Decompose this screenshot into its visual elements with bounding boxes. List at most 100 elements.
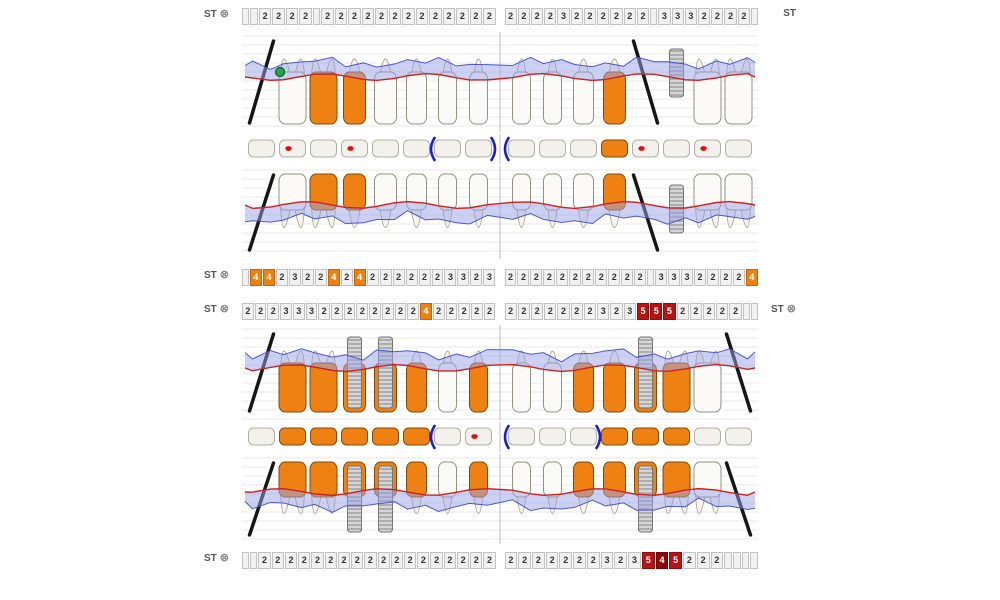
probing-depth-cell[interactable]: 4 [327, 268, 340, 286]
st-settings-icon[interactable]: ⊗ [786, 303, 796, 315]
occlusal-28[interactable] [725, 139, 752, 158]
probing-depth-cell[interactable]: 3 [671, 7, 684, 25]
probing-depth-cell[interactable]: 2 [377, 551, 390, 569]
probing-depth-cell[interactable]: 4 [249, 268, 262, 286]
probing-depth-cell[interactable]: 2 [557, 302, 570, 320]
probing-depth-cell[interactable]: 2 [559, 551, 573, 569]
occlusal-22[interactable] [539, 139, 566, 158]
probing-depth-cell[interactable]: 2 [732, 268, 745, 286]
probing-depth-cell[interactable]: 2 [556, 268, 569, 286]
probing-depth-cell[interactable]: 2 [340, 268, 353, 286]
probing-depth-cell[interactable]: 2 [343, 302, 356, 320]
probing-depth-cell[interactable]: 2 [569, 268, 582, 286]
probing-depth-cell[interactable] [242, 7, 250, 25]
probing-depth-cell[interactable]: 2 [469, 7, 483, 25]
probing-depth-cell[interactable]: 2 [337, 551, 351, 569]
probing-depth-cell[interactable]: 2 [530, 7, 544, 25]
probing-depth-cell[interactable]: 2 [724, 7, 737, 25]
probing-depth-cell[interactable]: 2 [258, 7, 272, 25]
probing-depth-cell[interactable]: 2 [517, 268, 530, 286]
tooth-21[interactable] [512, 173, 531, 228]
probing-depth-cell[interactable]: 2 [711, 7, 724, 25]
tooth-44[interactable] [374, 336, 397, 413]
occlusal-41[interactable] [465, 427, 492, 446]
probing-depth-cell[interactable]: 2 [683, 551, 696, 569]
probing-depth-cell[interactable]: 2 [301, 268, 314, 286]
probing-depth-cell[interactable]: 2 [272, 7, 285, 25]
probing-depth-cell[interactable]: 2 [361, 7, 375, 25]
probing-depth-cell[interactable]: 2 [504, 7, 517, 25]
occlusal-16[interactable] [310, 139, 337, 158]
probing-depth-cell[interactable]: 2 [694, 268, 706, 286]
occlusal-48[interactable] [248, 427, 275, 446]
probing-depth-cell[interactable]: 3 [483, 268, 496, 286]
occlusal-23[interactable] [570, 139, 597, 158]
probing-depth-cell[interactable]: 2 [608, 268, 621, 286]
probing-depth-cell[interactable]: 3 [280, 302, 292, 320]
probing-depth-cell[interactable]: 2 [242, 302, 254, 320]
probing-depth-cell[interactable]: 2 [271, 551, 284, 569]
probing-depth-cell[interactable] [647, 268, 655, 286]
probing-depth-cell[interactable]: 5 [669, 551, 683, 569]
probing-depth-cell[interactable]: 2 [299, 7, 312, 25]
furcation-marker[interactable] [274, 66, 286, 78]
occlusal-38[interactable] [725, 427, 752, 446]
probing-depth-cell[interactable]: 2 [483, 551, 496, 569]
probing-depth-cell[interactable]: 2 [583, 7, 597, 25]
probing-depth-cell[interactable]: 2 [356, 302, 369, 320]
probing-depth-cell[interactable] [742, 302, 750, 320]
probing-depth-cell[interactable]: 2 [324, 551, 337, 569]
probing-depth-cell[interactable]: 2 [729, 302, 742, 320]
probing-depth-cell[interactable]: 2 [334, 7, 348, 25]
probing-depth-cell[interactable]: 2 [390, 551, 404, 569]
occlusal-34[interactable] [601, 427, 628, 446]
probing-depth-cell[interactable]: 2 [570, 302, 583, 320]
probing-depth-cell[interactable]: 3 [288, 268, 301, 286]
occlusal-47[interactable] [279, 427, 306, 446]
probing-depth-cell[interactable]: 2 [254, 302, 267, 320]
probing-depth-cell[interactable]: 3 [681, 268, 694, 286]
probing-depth-cell[interactable] [724, 551, 732, 569]
probing-depth-cell[interactable] [650, 7, 658, 25]
probing-depth-cell[interactable]: 2 [404, 551, 417, 569]
tooth-13[interactable] [406, 173, 427, 228]
probing-depth-cell[interactable]: 2 [470, 302, 483, 320]
probing-depth-cell[interactable]: 2 [530, 302, 544, 320]
probing-depth-cell[interactable] [242, 551, 250, 569]
probing-depth-cell[interactable]: 2 [258, 551, 271, 569]
probing-depth-cell[interactable]: 2 [388, 7, 402, 25]
probing-depth-cell[interactable] [312, 7, 321, 25]
probing-depth-cell[interactable]: 2 [504, 302, 517, 320]
occlusal-15[interactable] [341, 139, 368, 158]
occlusal-14[interactable] [372, 139, 399, 158]
probing-depth-cell[interactable] [750, 7, 759, 25]
probing-depth-cell[interactable]: 2 [443, 551, 456, 569]
probing-depth-cell[interactable] [750, 551, 759, 569]
probing-depth-cell[interactable]: 2 [483, 302, 496, 320]
probing-depth-cell[interactable]: 2 [517, 302, 530, 320]
probing-depth-cell[interactable]: 2 [610, 302, 623, 320]
occlusal-31[interactable] [503, 424, 535, 450]
probing-depth-cell[interactable]: 2 [432, 302, 445, 320]
probing-depth-cell[interactable]: 2 [321, 7, 334, 25]
occlusal-42[interactable] [429, 424, 461, 450]
tooth-41[interactable] [469, 461, 488, 514]
probing-depth-cell[interactable]: 2 [442, 7, 456, 25]
occlusal-18[interactable] [248, 139, 275, 158]
occlusal-27[interactable] [694, 139, 721, 158]
probing-depth-cell[interactable]: 2 [369, 302, 381, 320]
occlusal-11[interactable] [465, 136, 497, 162]
probing-depth-cell[interactable]: 2 [545, 551, 559, 569]
probing-depth-cell[interactable]: 2 [614, 551, 628, 569]
probing-depth-cell[interactable]: 2 [407, 302, 420, 320]
probing-depth-cell[interactable]: 5 [641, 551, 655, 569]
probing-depth-cell[interactable]: 2 [417, 551, 430, 569]
probing-depth-cell[interactable] [250, 7, 258, 25]
probing-depth-cell[interactable]: 2 [710, 551, 724, 569]
probing-depth-cell[interactable]: 2 [458, 302, 470, 320]
probing-depth-cell[interactable]: 2 [621, 268, 634, 286]
tooth-38[interactable] [724, 332, 753, 413]
probing-depth-cell[interactable]: 2 [431, 268, 444, 286]
probing-depth-cell[interactable]: 2 [530, 268, 543, 286]
probing-depth-cell[interactable]: 2 [331, 302, 343, 320]
